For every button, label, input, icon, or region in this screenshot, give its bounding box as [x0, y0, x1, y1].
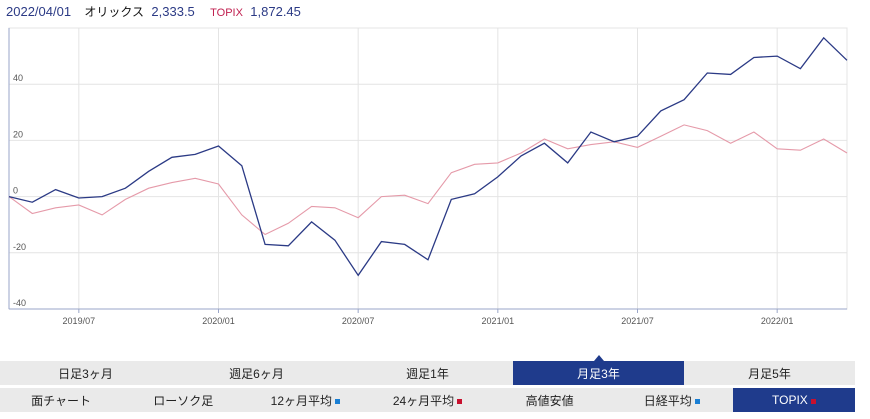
series-line-topix	[8, 124, 848, 236]
x-axis: 2019/07 2020/01 2020/07 2021/01 2021/07 2022/…	[9, 308, 847, 326]
tab-monthly-3-years[interactable]: 月足3年	[513, 355, 684, 385]
plot-border	[8, 27, 848, 310]
x-tick-label: 2020/07	[342, 316, 375, 326]
y-tick-label: -20	[13, 242, 26, 252]
tab-label: 週足1年	[406, 366, 449, 381]
series-line-orix	[8, 36, 848, 277]
option-12-month-average[interactable]: 12ヶ月平均	[244, 388, 366, 412]
legend-square-icon	[457, 399, 463, 404]
x-tick-label: 2022/01	[761, 316, 794, 326]
option-nikkei-average[interactable]: 日経平均	[611, 388, 733, 412]
x-tick-label: 2021/07	[621, 316, 654, 326]
header-index-value: 1,872.45	[250, 4, 301, 19]
header-stock-value: 2,333.5	[151, 4, 195, 19]
tab-label: 月足5年	[748, 366, 791, 381]
tab-weekly-1-year[interactable]: 週足1年	[342, 361, 513, 385]
option-candlestick[interactable]: ローソク足	[122, 388, 244, 412]
option-24-month-average[interactable]: 24ヶ月平均	[366, 388, 488, 412]
option-area-chart[interactable]: 面チャート	[0, 388, 122, 412]
line-chart: 40 20 0 -20 -40 2019/07 2020/01 2020/07 2021/01…	[8, 27, 848, 326]
legend-square-icon	[810, 399, 816, 404]
series-lines	[8, 36, 848, 277]
x-tick-label: 2021/01	[482, 316, 515, 326]
option-label: TOPIX	[772, 393, 808, 407]
tab-label: 日足3ヶ月	[58, 366, 113, 381]
option-label: 面チャート	[31, 393, 92, 408]
option-label: ローソク足	[153, 393, 214, 408]
header-index-name: TOPIX	[210, 7, 243, 19]
y-tick-label: 20	[13, 129, 23, 139]
option-high-low[interactable]: 高値安値	[489, 388, 611, 412]
tab-label: 週足6ヶ月	[229, 366, 284, 381]
y-axis: 40 20 0 -20 -40	[8, 28, 26, 309]
grid	[8, 27, 848, 310]
option-topix[interactable]: TOPIX	[732, 388, 855, 412]
tab-monthly-5-years[interactable]: 月足5年	[684, 361, 855, 385]
header-stock-name: オリックス	[84, 5, 145, 19]
x-tick-label: 2020/01	[202, 316, 235, 326]
chart-option-bar: 面チャート ローソク足 12ヶ月平均 24ヶ月平均 高値安値 日経平均 TOPI…	[0, 388, 855, 412]
legend-square-icon	[335, 399, 341, 404]
chart-header: 2022/04/01 オリックス 2,333.5 TOPIX 1,872.45	[6, 3, 301, 20]
tab-weekly-6-months[interactable]: 週足6ヶ月	[171, 361, 342, 385]
y-tick-label: 40	[13, 73, 23, 83]
option-label: 日経平均	[643, 393, 692, 408]
legend-square-icon	[694, 399, 700, 404]
option-label: 12ヶ月平均	[270, 393, 333, 408]
period-tab-bar: 日足3ヶ月 週足6ヶ月 週足1年 月足3年 月足5年	[0, 355, 855, 385]
tab-daily-3-months[interactable]: 日足3ヶ月	[0, 361, 171, 385]
option-label: 高値安値	[525, 393, 574, 408]
tab-label: 月足3年	[577, 366, 620, 381]
y-tick-label: -40	[13, 298, 26, 308]
option-label: 24ヶ月平均	[392, 393, 455, 408]
x-tick-label: 2019/07	[63, 316, 96, 326]
header-date: 2022/04/01	[6, 4, 72, 19]
y-tick-label: 0	[13, 186, 18, 196]
